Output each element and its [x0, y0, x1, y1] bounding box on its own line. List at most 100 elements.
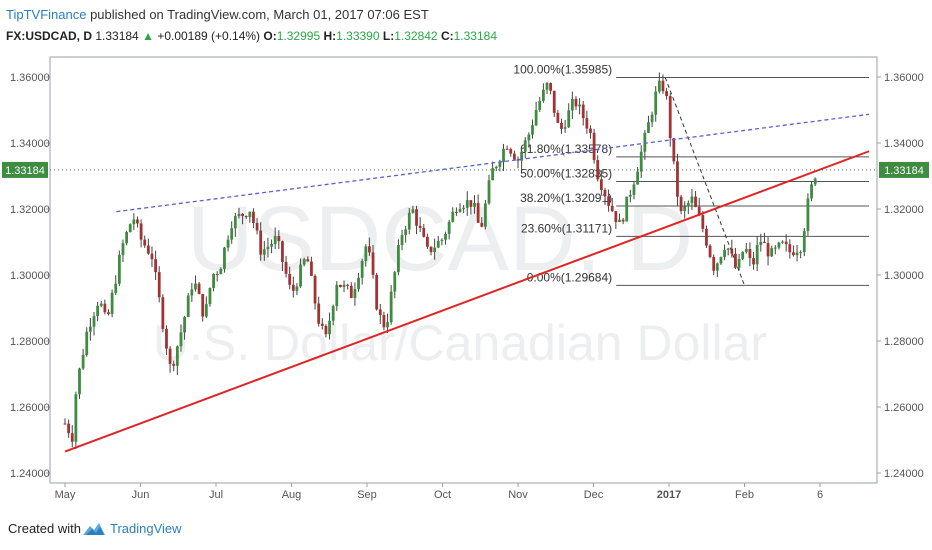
- candle-body: [415, 209, 418, 226]
- candle-body: [730, 248, 734, 254]
- y-tick-label: 1.36000: [884, 72, 924, 84]
- candle-body: [523, 140, 527, 152]
- candle-body: [328, 320, 331, 335]
- candle-body: [502, 148, 505, 163]
- candle-body: [773, 247, 777, 249]
- fib-level-label: 38.20%(1.32091): [520, 191, 612, 205]
- candle-body: [741, 251, 745, 259]
- candle-body: [386, 322, 389, 328]
- candle-body: [375, 274, 379, 310]
- candle-body: [317, 303, 321, 324]
- candle-body: [81, 355, 85, 369]
- trendlines[interactable]: [64, 113, 870, 453]
- watermark-symbol: USDCAD, D: [187, 188, 693, 290]
- candle-body: [183, 316, 186, 333]
- candle-body: [136, 219, 139, 224]
- candle-body: [654, 91, 658, 115]
- y-tick-label: 1.24000: [884, 468, 924, 480]
- channel-line[interactable]: [116, 113, 870, 213]
- y-tick-label: 1.24000: [10, 468, 50, 480]
- candle-body: [813, 178, 817, 185]
- candle-body: [295, 286, 299, 291]
- y-tick-label: 1.32000: [10, 204, 50, 216]
- right-price-axis: 1.36000 1.34000 1.32000 1.30000 1.28000 1.260…: [877, 72, 924, 480]
- price-chart[interactable]: USDCAD, D U.S. Dollar/Canadian Dollar 1.…: [0, 0, 932, 512]
- candle-body: [647, 122, 650, 133]
- tradingview-logo-icon[interactable]: [82, 521, 106, 542]
- candle-body: [277, 235, 281, 242]
- support-trendline[interactable]: [64, 150, 870, 453]
- candle-body: [74, 394, 78, 442]
- candle-body: [636, 171, 639, 185]
- candle-body: [212, 273, 215, 288]
- candle-body: [451, 211, 455, 222]
- candle-body: [755, 244, 759, 265]
- candle-body: [476, 202, 480, 223]
- candle-body: [201, 294, 205, 317]
- candles: [63, 72, 817, 449]
- candle-body: [125, 232, 129, 244]
- candle-body: [255, 222, 259, 231]
- low-value: 1.32842: [394, 29, 438, 43]
- watermark-name: U.S. Dollar/Canadian Dollar: [153, 315, 767, 371]
- candle-body: [299, 264, 302, 287]
- candle-body: [752, 258, 755, 265]
- candle-body: [665, 91, 668, 97]
- open-label: O:: [263, 29, 277, 43]
- candle-body: [281, 241, 284, 262]
- candle-body: [433, 247, 437, 253]
- open-value: 1.32995: [276, 29, 321, 43]
- candle-body: [618, 219, 621, 223]
- candle-body: [549, 83, 553, 91]
- candle-body: [204, 304, 208, 317]
- candle-body: [353, 289, 357, 298]
- last-price-badge-right: [879, 161, 929, 178]
- candle-body: [516, 159, 520, 161]
- candle-body: [371, 252, 375, 275]
- candle-body: [400, 235, 404, 246]
- candle-body: [581, 104, 585, 119]
- candle-body: [661, 80, 665, 92]
- candle-body: [672, 138, 676, 162]
- candle-body: [763, 241, 766, 244]
- candle-body: [715, 263, 719, 271]
- candle-body: [110, 292, 114, 315]
- candle-body: [719, 257, 723, 264]
- fibonacci-retracement[interactable]: 100.00%(1.35985) 61.80%(1.33578) 50.00%(1.…: [513, 62, 870, 286]
- x-tick-label: 6: [817, 489, 823, 501]
- y-tick-label: 1.30000: [884, 270, 924, 282]
- y-tick-label: 1.26000: [884, 402, 924, 414]
- candle-body: [88, 326, 92, 332]
- candle-body: [382, 315, 386, 328]
- tradingview-link[interactable]: TradingView: [110, 521, 182, 536]
- candle-body: [107, 312, 110, 315]
- candle-body: [273, 235, 277, 245]
- candle-body: [96, 305, 100, 317]
- candle-body: [175, 346, 179, 366]
- candle-body: [179, 332, 183, 347]
- high-label: H:: [323, 29, 337, 43]
- candle-body: [621, 219, 625, 222]
- y-tick-label: 1.34000: [10, 138, 50, 150]
- candle-body: [726, 248, 730, 250]
- candle-body: [770, 248, 774, 257]
- candle-body: [454, 211, 458, 213]
- candle-body: [230, 228, 234, 240]
- time-axis: May Jun Jul Aug Sep Oct Nov Dec 2017 Feb 6: [55, 483, 823, 501]
- y-tick-label: 1.26000: [10, 402, 50, 414]
- candle-body: [676, 161, 679, 197]
- candle-body: [310, 261, 313, 276]
- candle-body: [473, 202, 476, 207]
- candle-body: [589, 128, 592, 133]
- candle-body: [418, 225, 422, 228]
- candle-body: [541, 89, 545, 101]
- x-tick-label: May: [55, 489, 76, 501]
- candle-body: [737, 258, 741, 268]
- candle-body: [288, 273, 292, 285]
- last-price: 1.33184: [95, 29, 139, 43]
- candle-body: [668, 96, 672, 139]
- candle-body: [491, 168, 495, 181]
- author-link[interactable]: TipTVFinance: [6, 7, 87, 22]
- x-tick-label: Jul: [209, 489, 223, 501]
- candle-body: [607, 196, 610, 206]
